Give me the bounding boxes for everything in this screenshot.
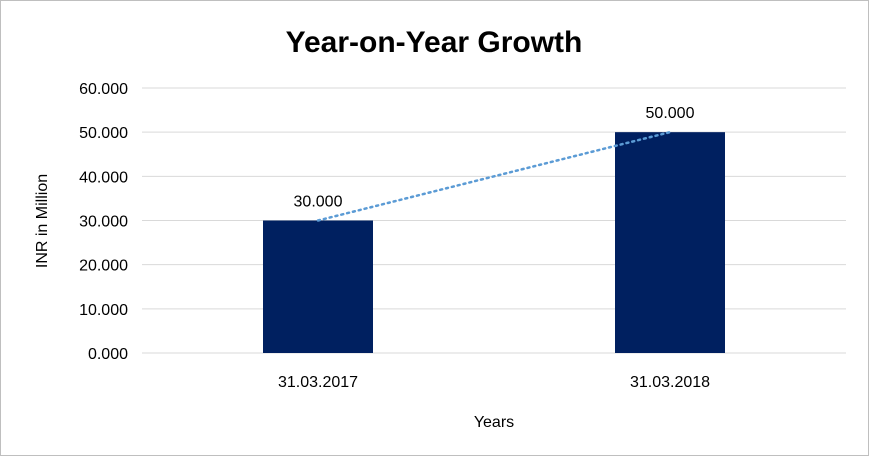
- data-label: 30.000: [294, 194, 343, 211]
- data-label: 50.000: [646, 105, 695, 122]
- x-tick-label: 31.03.2018: [630, 374, 710, 391]
- axis-ticks: 0.000 10.000 20.000 30.000 40.000 50.000 60.00…: [79, 81, 710, 391]
- y-tick-label: 20.000: [79, 258, 128, 275]
- x-axis-label: Years: [474, 414, 514, 431]
- x-tick-label: 31.03.2017: [278, 374, 358, 391]
- y-tick-label: 40.000: [79, 169, 128, 186]
- bar-31.03.2018: [615, 132, 725, 353]
- gridlines: [142, 87, 846, 354]
- y-tick-label: 60.000: [79, 81, 128, 98]
- y-tick-label: 10.000: [79, 302, 128, 319]
- trendline: [316, 130, 672, 222]
- data-labels: 30.000 50.000: [294, 105, 695, 210]
- bars: [263, 132, 725, 353]
- y-tick-label: 30.000: [79, 214, 128, 231]
- y-tick-label: 50.000: [79, 125, 128, 142]
- y-tick-label: 0.000: [88, 346, 128, 363]
- trendline-group: [316, 130, 672, 222]
- chart-title: Year-on-Year Growth: [286, 26, 583, 59]
- bar-31.03.2017: [263, 220, 373, 353]
- y-axis-label: INR in Million: [34, 174, 51, 268]
